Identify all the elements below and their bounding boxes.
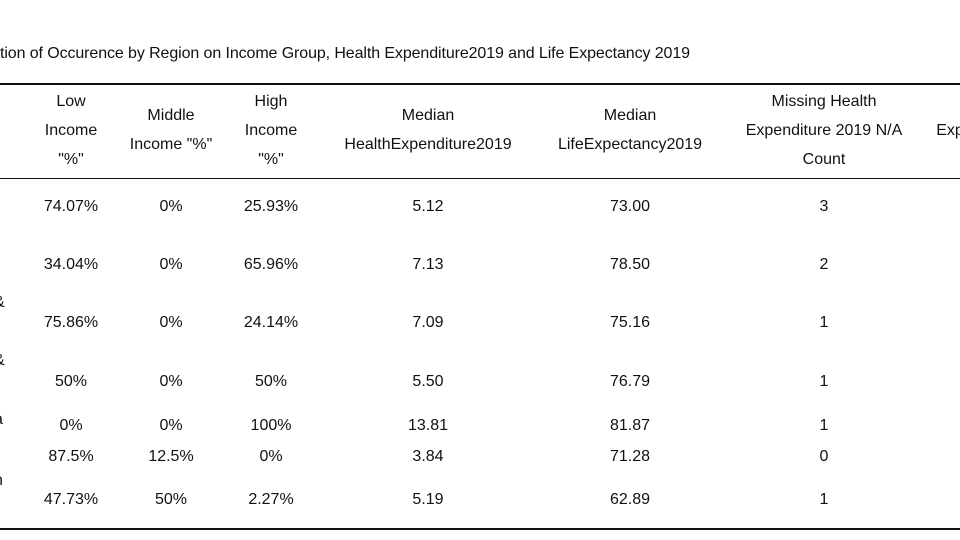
table-cell: 78.50 [609, 256, 651, 273]
column-header: Income "%" [129, 136, 213, 153]
table-cell: 0% [159, 373, 183, 390]
table-cell: 87.5% [48, 448, 94, 465]
table-cell: 100% [250, 417, 292, 434]
table-cell: 74.07% [43, 198, 99, 215]
column-header: Low [56, 93, 86, 110]
table-cell: 25.93% [243, 198, 299, 215]
table-cell: 71.28 [609, 448, 651, 465]
table-cell: 12.5% [148, 448, 194, 465]
table-cell: 50% [254, 373, 288, 390]
table-cell: 0% [159, 314, 183, 331]
table-caption: tion of Occurence by Region on Income Gr… [0, 45, 690, 62]
column-header: "%" [58, 151, 84, 168]
table-cell: 0% [59, 417, 83, 434]
table-cell: 5.12 [412, 198, 444, 215]
table-cell: 7.09 [412, 314, 444, 331]
column-header: "%" [258, 151, 284, 168]
row-label-fragment: & [0, 294, 5, 312]
column-header: Median [401, 107, 455, 124]
table-cell: 65.96% [243, 256, 299, 273]
column-header: High [254, 93, 288, 110]
row-label-fragment: & [0, 352, 5, 370]
table-top-rule [0, 83, 960, 85]
table-cell: 5.50 [412, 373, 444, 390]
column-header: Middle [147, 107, 195, 124]
table-cell: 13.81 [407, 417, 449, 434]
column-header: Median [603, 107, 657, 124]
column-header: Missing Health [771, 93, 877, 110]
table-bottom-rule [0, 528, 960, 530]
column-header: Income [44, 122, 98, 139]
column-header: LifeExpectancy2019 [557, 136, 703, 153]
table-cell: 1 [819, 314, 829, 331]
column-header: HealthExpenditure2019 [344, 136, 512, 153]
table-cell: 24.14% [243, 314, 299, 331]
table-header-rule [0, 178, 960, 179]
table-cell: 81.87 [609, 417, 651, 434]
table-cell: 76.79 [609, 373, 651, 390]
row-label-fragment: a [0, 411, 3, 429]
table-cell: 50% [54, 373, 88, 390]
table-cell: 2.27% [248, 491, 294, 508]
table-cell: 2 [819, 256, 829, 273]
table-cell: 0% [159, 256, 183, 273]
table-cell: 1 [819, 417, 829, 434]
table-cell: 34.04% [43, 256, 99, 273]
column-header: Expenditure 2019 N/A [745, 122, 903, 139]
table-cell: 5.19 [412, 491, 444, 508]
table-cell: 0% [159, 417, 183, 434]
table-cell: 3.84 [412, 448, 444, 465]
table-cell: 1 [819, 373, 829, 390]
column-header: Exp [936, 122, 960, 139]
table-cell: 7.13 [412, 256, 444, 273]
table-cell: 3 [819, 198, 829, 215]
row-label-fragment: n [0, 472, 3, 490]
table-cell: 47.73% [43, 491, 99, 508]
table-cell: 73.00 [609, 198, 651, 215]
table-cell: 75.16 [609, 314, 651, 331]
table-cell: 50% [154, 491, 188, 508]
table-cell: 75.86% [43, 314, 99, 331]
table-cell: 1 [819, 491, 829, 508]
table-cell: 0% [259, 448, 283, 465]
table-cell: 0% [159, 198, 183, 215]
table-cell: 62.89 [609, 491, 651, 508]
table-cell: 0 [819, 448, 829, 465]
column-header: Count [802, 151, 846, 168]
column-header: Income [244, 122, 298, 139]
